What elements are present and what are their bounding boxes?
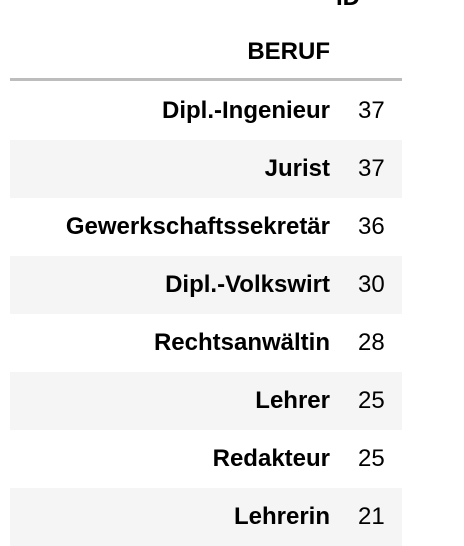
row-label: Jurist	[264, 155, 330, 182]
row-label: Dipl.-Volkswirt	[165, 271, 330, 298]
row-value: 36	[358, 213, 385, 240]
row-value: 28	[358, 329, 385, 356]
row-label: Rechtsanwältin	[153, 329, 330, 356]
table-row: Dipl.-Volkswirt 30	[10, 256, 402, 314]
table-row: Lehrer 25	[10, 372, 402, 430]
row-label: Dipl.-Ingenieur	[162, 97, 330, 124]
row-value: 37	[358, 97, 385, 124]
data-table: Dipl.-Ingenieur 37 Jurist 37 Gewerkschaf…	[10, 82, 402, 546]
row-value: 25	[358, 445, 385, 472]
row-value: 30	[358, 271, 385, 298]
row-label: Lehrerin	[233, 503, 330, 530]
table-row: Rechtsanwältin 28	[10, 314, 402, 372]
header-divider	[10, 78, 402, 81]
row-value: 21	[358, 503, 385, 530]
column-index-header: ID	[336, 0, 360, 10]
table-row: Redakteur 25	[10, 430, 402, 488]
row-label: Gewerkschaftssekretär	[65, 213, 330, 240]
table-row: Gewerkschaftssekretär 36	[10, 198, 402, 256]
row-label: Redakteur	[212, 445, 330, 472]
table-row: Lehrerin 21	[10, 488, 402, 546]
table-row: Jurist 37	[10, 140, 402, 198]
row-label: Lehrer	[255, 387, 330, 414]
row-label-header: BERUF	[247, 38, 330, 65]
row-value: 37	[358, 155, 385, 182]
row-value: 25	[358, 387, 385, 414]
table-row: Dipl.-Ingenieur 37	[10, 82, 402, 140]
